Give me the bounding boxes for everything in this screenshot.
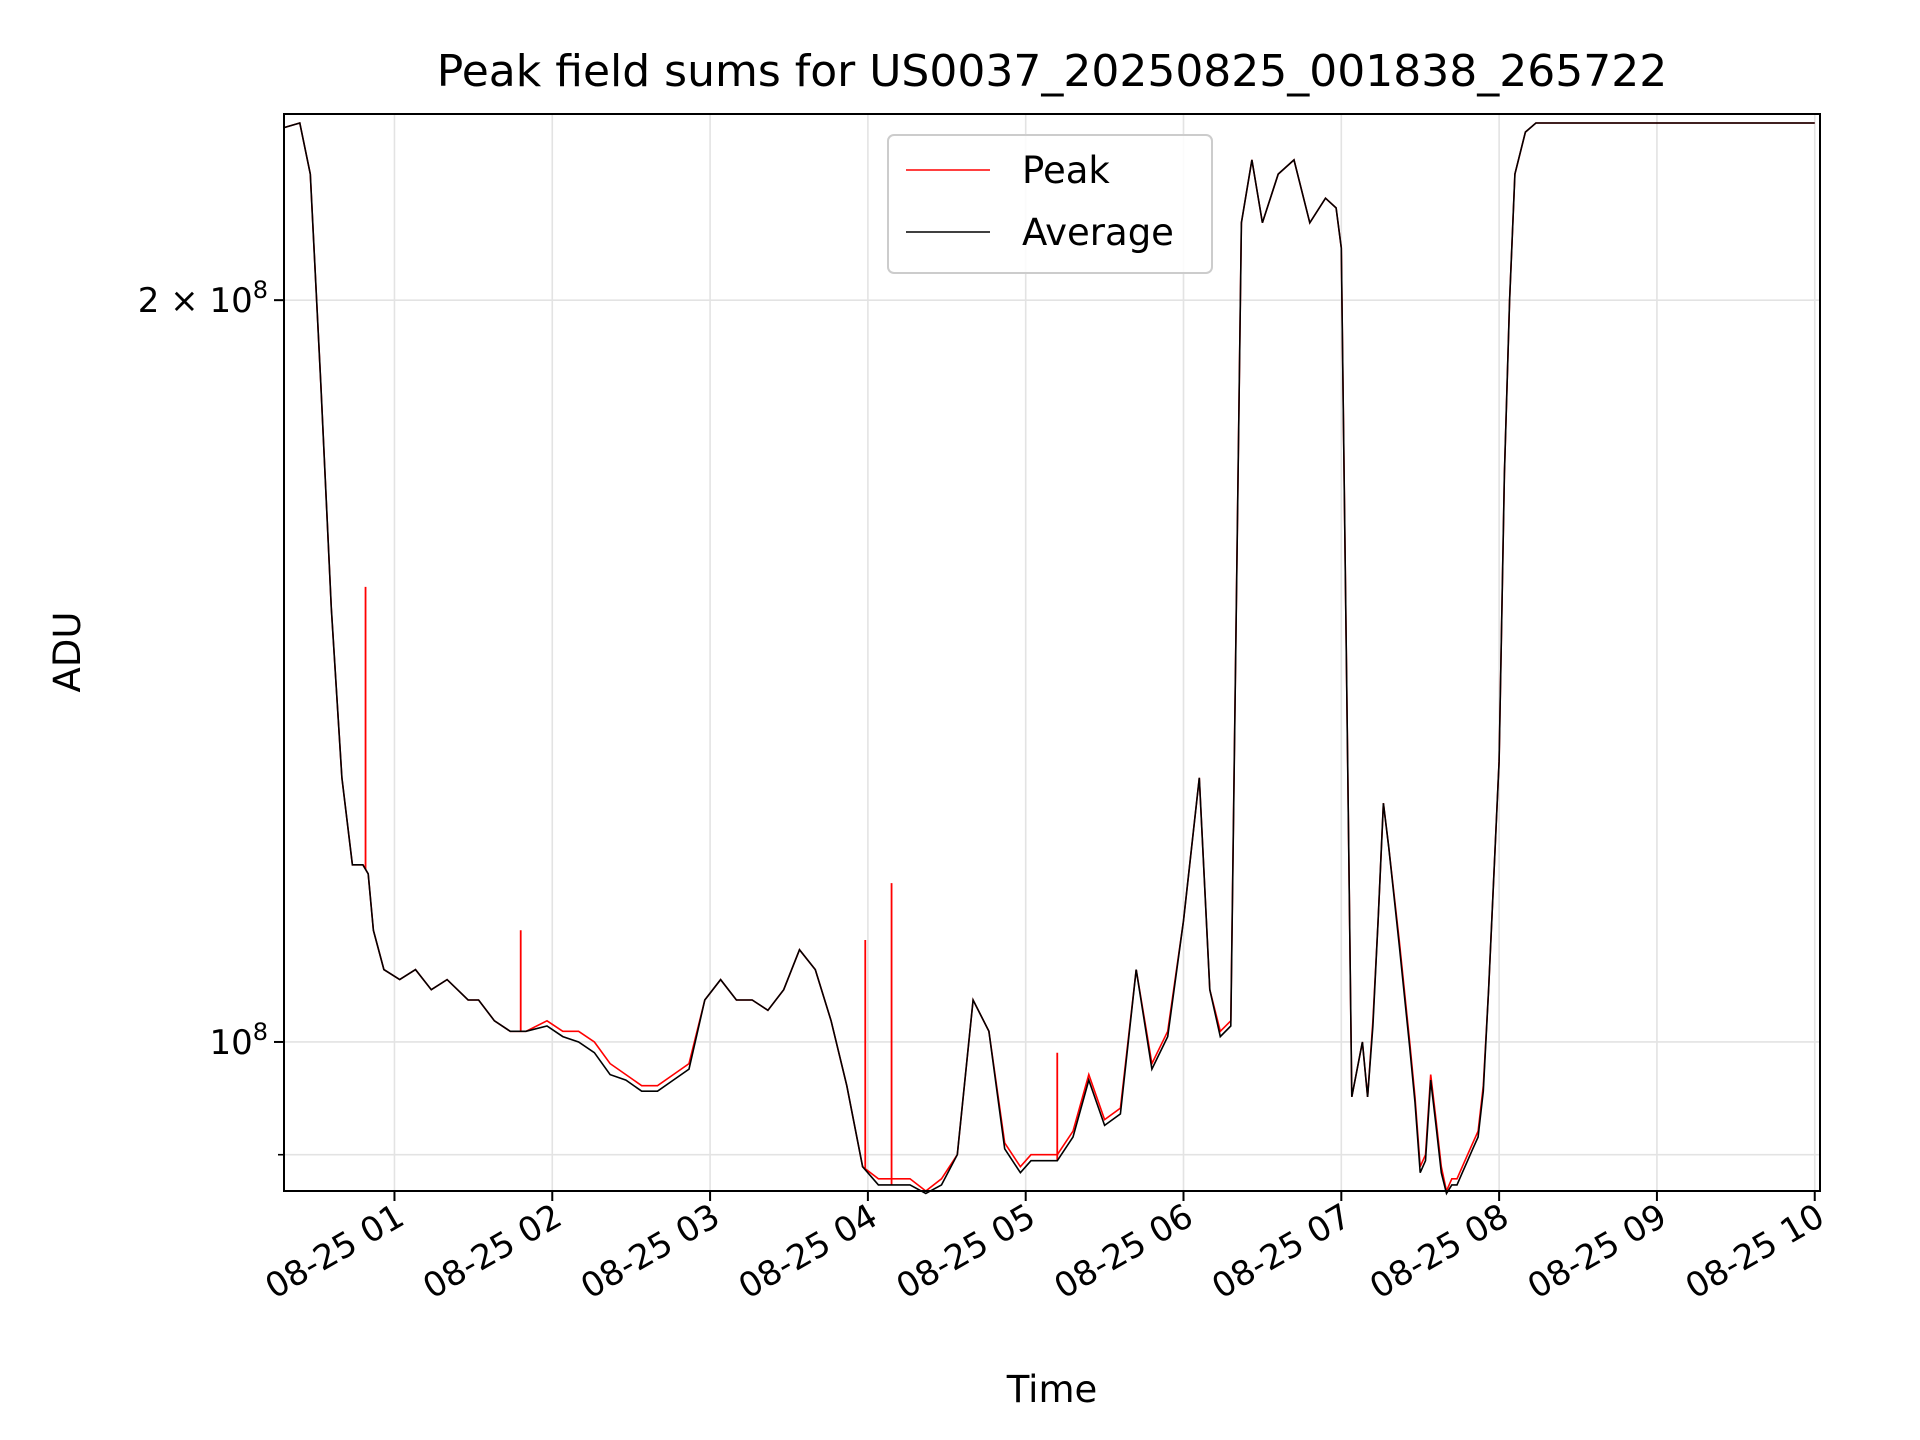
legend: Peak Average	[887, 134, 1213, 274]
grid-lines	[284, 114, 1820, 1191]
y-axis-label: ADU	[46, 612, 89, 693]
legend-label-peak: Peak	[1022, 149, 1110, 192]
plot-frame	[283, 113, 1821, 1192]
x-axis-label: Time	[1006, 1368, 1098, 1411]
legend-label-average: Average	[1022, 211, 1174, 254]
series-line-average	[283, 121, 1815, 1196]
chart-title: Peak field sums for US0037_20250825_0018…	[437, 46, 1667, 97]
y-tick-label: 2 × 108	[138, 276, 268, 321]
plot-area	[283, 121, 1815, 1196]
peak-spikes	[364, 586, 1059, 1185]
y-axis: 2 × 108 108	[138, 276, 284, 1156]
y-tick-label: 108	[209, 1018, 268, 1063]
